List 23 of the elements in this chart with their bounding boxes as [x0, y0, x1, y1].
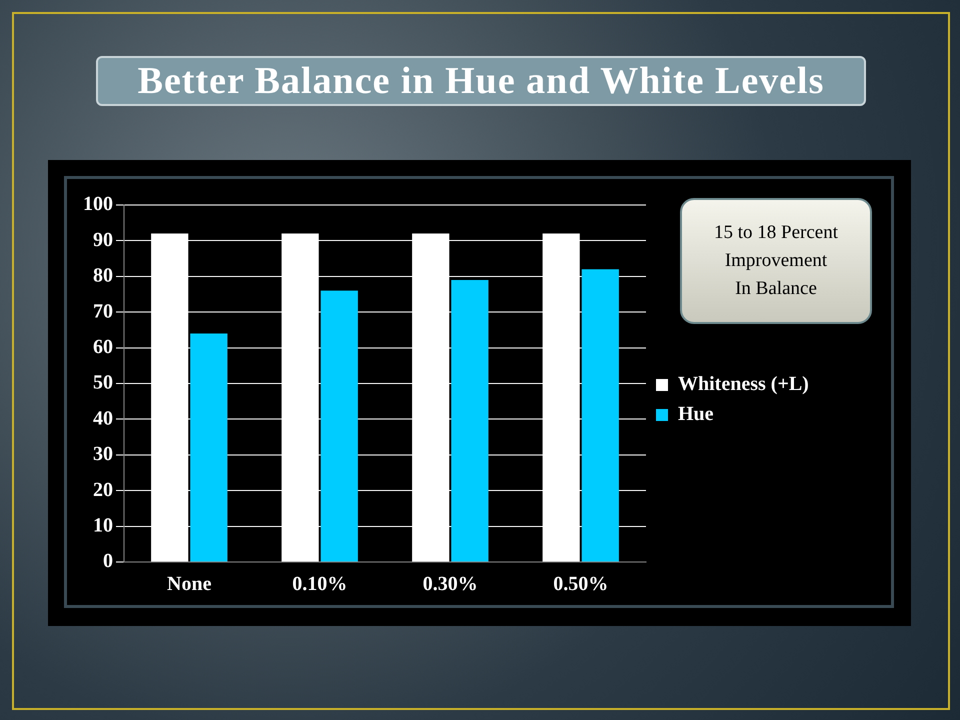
y-tick-label: 20: [93, 478, 113, 501]
x-tick-label: 0.30%: [422, 573, 478, 596]
y-tick-label: 10: [93, 514, 113, 536]
y-tick-label: 50: [93, 372, 113, 394]
y-tick-label: 90: [93, 228, 113, 251]
bar: [451, 280, 488, 562]
callout-box: 15 to 18 Percent Improvement In Balance: [680, 198, 872, 324]
y-tick-label: 70: [93, 300, 113, 322]
chart-title: Better Balance in Hue and White Levels: [96, 56, 866, 106]
x-tick-label: None: [167, 573, 212, 596]
legend-label: Whiteness (+L): [678, 373, 809, 396]
y-tick-label: 30: [93, 443, 113, 466]
legend-label: Hue: [678, 403, 714, 426]
x-tick-label: 0.50%: [553, 573, 608, 596]
x-tick-label: 0.10%: [292, 573, 348, 596]
bar: [582, 269, 619, 562]
y-tick-label: 0: [103, 550, 113, 572]
y-tick-label: 100: [83, 193, 113, 216]
y-tick-label: 40: [93, 407, 113, 430]
bar: [320, 290, 358, 562]
y-tick-label: 80: [93, 264, 113, 287]
bar: [190, 334, 228, 562]
y-tick-label: 60: [93, 336, 113, 358]
